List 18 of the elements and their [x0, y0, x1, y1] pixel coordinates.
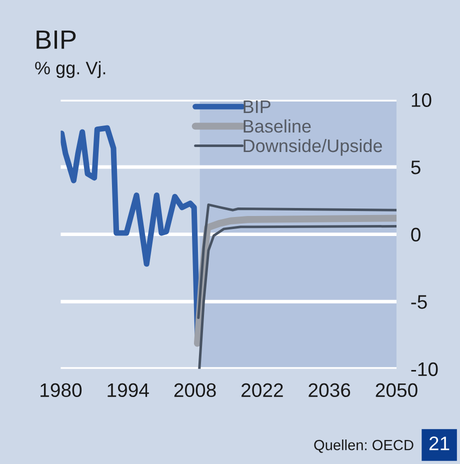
x-tick-label: 2022	[242, 383, 283, 398]
legend-label: Downside/Upside	[244, 138, 382, 156]
y-tick-label: -5	[411, 295, 427, 309]
legend-label: BIP	[244, 100, 270, 113]
y-tick-label: -10	[411, 362, 438, 376]
legend-label: Baseline	[244, 119, 311, 133]
y-tick-label: 5	[411, 160, 420, 174]
x-tick-label: 1980	[40, 383, 82, 398]
x-tick-label: 2036	[308, 383, 350, 398]
chart-title: BIP	[36, 30, 76, 49]
x-tick-label: 1994	[108, 383, 149, 398]
y-tick-label: 0	[411, 228, 420, 242]
x-tick-label: 2050	[376, 383, 418, 398]
x-tick-label: 2008	[174, 383, 216, 398]
source-note: Quellen: OECD	[314, 440, 414, 453]
y-tick-label: 10	[412, 93, 432, 107]
chart-subtitle: % gg. Vj.	[35, 61, 106, 78]
text: 21	[429, 436, 450, 450]
